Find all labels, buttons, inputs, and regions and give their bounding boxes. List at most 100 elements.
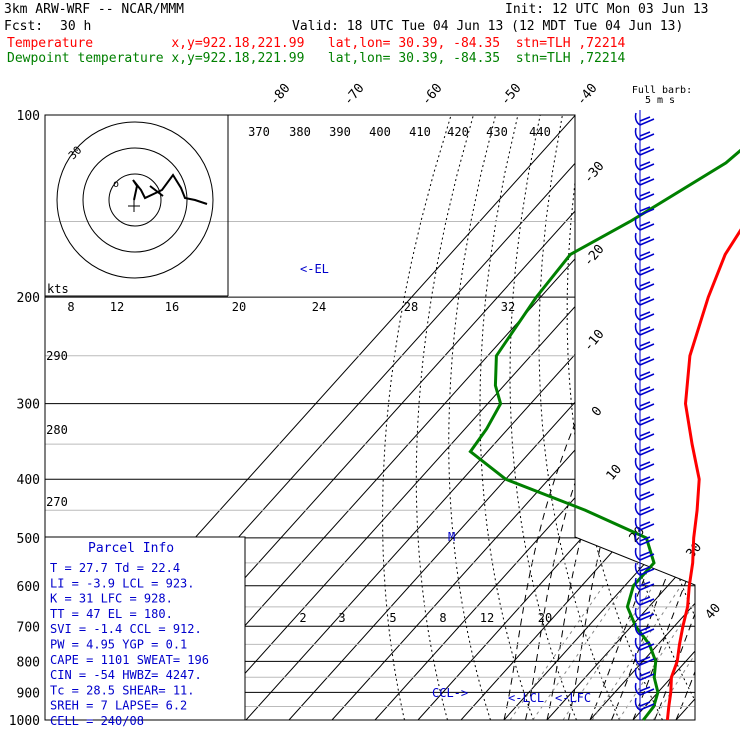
wind-barb	[634, 412, 655, 426]
wind-barb	[634, 202, 655, 216]
pressure-tick-label: 1000	[9, 714, 40, 729]
mixing-ratio-line	[562, 585, 654, 720]
hodograph-speed-label: 16	[165, 300, 179, 314]
wind-barb	[634, 502, 655, 516]
temperature-profile	[665, 228, 740, 721]
wind-barb	[634, 637, 655, 651]
wind-barb	[634, 592, 655, 606]
pressure-tick-label: 200	[17, 291, 40, 306]
wind-barb	[634, 127, 655, 141]
isotherm-line	[503, 115, 695, 720]
hodograph-trace	[149, 185, 164, 197]
parcel-info-row: CIN = -54 HWBZ= 4247.	[50, 668, 202, 682]
hodograph-ring	[108, 173, 162, 227]
hodograph-speed-label: 8	[67, 300, 74, 314]
isotherm-label: 10	[604, 462, 626, 484]
moist-adiabat-line	[654, 296, 695, 720]
isotherm-label: -10	[581, 327, 608, 355]
wind-barb	[634, 547, 655, 561]
parcel-info-row: SREH = 7 LAPSE= 6.2	[50, 699, 187, 713]
parcel-info-row: K = 31 LFC = 928.	[50, 592, 173, 606]
pressure-tick-label: 400	[17, 473, 40, 488]
dry-adiabat-line	[693, 115, 695, 720]
hodograph	[45, 115, 229, 297]
isotherm-label: 40	[703, 601, 725, 623]
wind-barbs	[634, 110, 655, 720]
isotherm-line	[460, 115, 695, 720]
dewpoint-legend: Dewpoint temperature x,y=922.18,221.99 l…	[7, 51, 626, 66]
wind-barb	[634, 187, 655, 201]
wind-barb	[634, 682, 655, 696]
theta-label: 400	[369, 125, 391, 139]
wind-barb	[634, 292, 655, 306]
isotherm-line	[546, 115, 695, 720]
theta-label: 390	[329, 125, 351, 139]
theta-label: 270	[46, 495, 68, 509]
mark-label: M	[448, 530, 455, 544]
pressure-tick-label: 700	[17, 620, 40, 635]
mixing-ratio-line	[652, 585, 695, 720]
wind-barb	[634, 607, 655, 621]
barb-legend-unit: 5 m s	[645, 95, 675, 106]
mixing-ratio-line	[591, 585, 682, 720]
dry-adiabat-line	[448, 115, 497, 720]
dry-adiabat-line	[479, 115, 534, 720]
wind-barb	[634, 307, 655, 321]
barb-legend-label: Full barb:	[632, 85, 692, 96]
hodograph-ring	[82, 147, 188, 253]
theta-label: 430	[486, 125, 508, 139]
wind-barb	[634, 262, 655, 276]
isotherm-line	[288, 115, 695, 720]
hodograph-trace	[132, 173, 208, 205]
mixing-ratio-line	[532, 585, 626, 720]
theta-label: 280	[46, 423, 68, 437]
hodograph-speed-label: 12	[110, 300, 124, 314]
wind-barb	[634, 652, 655, 666]
dry-adiabat-line	[538, 115, 620, 720]
temperature-legend: Temperature x,y=922.18,221.99 lat,lon= 3…	[7, 36, 626, 51]
valid-time: Valid: 18 UTC Tue 04 Jun 13 (12 MDT Tue …	[292, 19, 684, 34]
wind-barb	[634, 217, 655, 231]
hodograph-speed-label: 32	[501, 300, 515, 314]
wind-barb	[634, 472, 655, 486]
isotherm-label: 0	[589, 404, 606, 420]
isotherm-line	[331, 115, 695, 720]
isotherm-line	[589, 115, 695, 720]
mixing-ratio-line	[618, 585, 695, 720]
wind-barb	[634, 277, 655, 291]
hodograph-unit-label: kts	[47, 282, 69, 296]
dry-adiabat-line	[645, 115, 695, 720]
mixing-ratio-label: 3	[338, 611, 345, 625]
isotherm-line	[245, 115, 695, 720]
el-marker: <-EL	[300, 262, 329, 276]
lfc-marker: <-LFC	[555, 691, 591, 705]
dewpoint-profile	[468, 148, 740, 721]
isotherm-line	[675, 115, 695, 720]
moist-adiabat-line	[698, 297, 740, 720]
parcel-info-row: T = 27.7 Td = 22.4	[50, 561, 180, 575]
lcl-marker: <-LCL	[508, 691, 544, 705]
model-title: 3km ARW-WRF -- NCAR/MMM	[4, 2, 185, 17]
wind-barb	[634, 577, 655, 591]
parcel-info-panel	[44, 536, 246, 721]
theta-label: 380	[289, 125, 311, 139]
init-time: Init: 12 UTC Mon 03 Jun 13	[505, 2, 709, 17]
hodograph-ring	[56, 121, 214, 279]
wind-barb	[634, 352, 655, 366]
wind-barb	[634, 337, 655, 351]
parcel-info-row: SVI = -1.4 CCL = 912.	[50, 622, 202, 636]
dry-adiabat-line	[718, 115, 740, 720]
mixing-ratio-label: 8	[439, 611, 446, 625]
wind-barb	[634, 322, 655, 336]
wind-barb	[634, 562, 655, 576]
parcel-info-row: CELL = 240/08	[50, 714, 144, 728]
wind-barb	[634, 172, 655, 186]
wind-barb	[634, 487, 655, 501]
ccl-marker: CCL->	[432, 686, 468, 700]
theta-label: 440	[529, 125, 551, 139]
moist-adiabat-line	[611, 296, 695, 720]
hodograph-marker: o	[113, 179, 119, 190]
moist-adiabat-line	[719, 297, 740, 720]
hodograph-speed-label: 24	[312, 300, 326, 314]
